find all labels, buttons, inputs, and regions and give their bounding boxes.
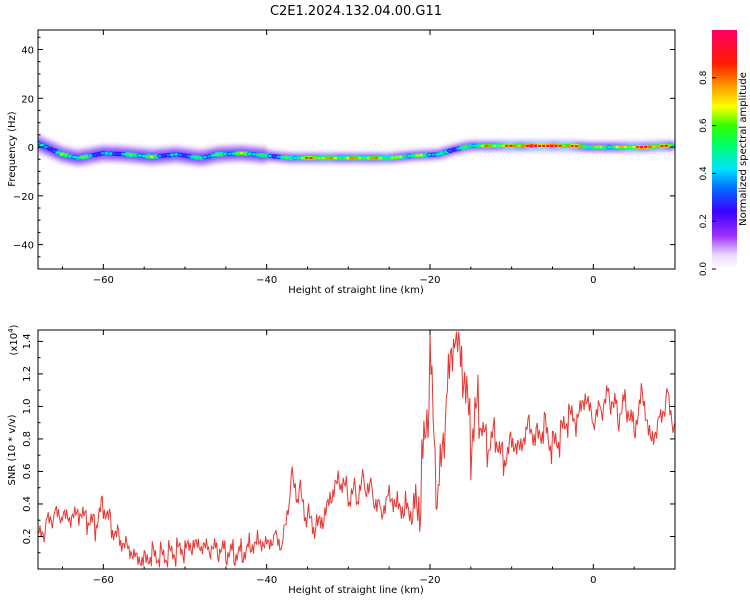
snr-plot-area	[38, 330, 675, 569]
spectrogram-heat	[38, 134, 675, 167]
spectrogram-cell	[672, 144, 675, 148]
spectrogram-x-tick-label: −60	[93, 275, 114, 286]
spectrogram-frame	[37, 29, 676, 270]
spectrogram-x-ticks: −60 −40 −20 0	[62, 30, 635, 286]
colorbar-ticks: 0.0 0.2 0.4 0.6 0.8	[699, 70, 716, 276]
snr-x-tick-label: −40	[256, 575, 277, 586]
spectrogram-y-tick-label: −20	[13, 192, 34, 203]
snr-x-ticks: −60 −40 −20 0	[62, 330, 635, 586]
colorbar-tick-label: 0.0	[699, 262, 709, 277]
colorbar-tick-label: 0.4	[699, 166, 709, 181]
spectrogram-core	[38, 141, 675, 161]
snr-y-tick-label: 1.0	[22, 398, 33, 414]
snr-x-tick-label: 0	[590, 575, 596, 586]
snr-x-tick-label: −60	[93, 575, 114, 586]
spectrogram-x-tick-label: −40	[256, 275, 277, 286]
spectrogram-y-tick-label: 20	[21, 94, 34, 105]
spectrogram-x-tick-label: 0	[590, 275, 596, 286]
snr-y-tick-label: 0.6	[22, 463, 33, 479]
snr-y-tick-label: 1.4	[22, 333, 33, 349]
snr-panel: −60 −40 −20 0 0.2 0.4 0.6 0.8 1.0 1.2 1.4 Height …	[7, 324, 676, 596]
spectrogram-y-label: Frequency (Hz)	[7, 111, 18, 187]
colorbar-tick-label: 0.8	[699, 70, 709, 85]
spectrogram-y-tick-label: 0	[28, 143, 34, 154]
colorbar-tick-label: 0.2	[699, 214, 709, 228]
snr-y-tick-label: 0.4	[22, 496, 33, 512]
figure-title: C2E1.2024.132.04.00.G11	[270, 4, 442, 19]
spectrogram-x-tick-label: −20	[419, 275, 440, 286]
snr-y-tick-label: 1.2	[22, 366, 33, 382]
snr-y-label: SNR (10 * v/v)	[7, 414, 18, 485]
snr-series-line	[38, 331, 675, 568]
spectrogram-y-ticks: −40 −20 0 20 40	[13, 36, 675, 258]
snr-y-multiplier: (x104)	[7, 324, 20, 355]
colorbar-label: Normalized spectral amplitude	[738, 72, 749, 226]
spectrogram-y-tick-label: 40	[21, 46, 34, 57]
colorbar-tick-label: 0.6	[699, 118, 709, 133]
snr-x-tick-label: −20	[419, 575, 440, 586]
spectrogram-x-label: Height of straight line (km)	[288, 285, 424, 296]
colorbar-gradient	[712, 30, 737, 269]
snr-x-label: Height of straight line (km)	[288, 585, 424, 596]
snr-y-tick-label: 0.2	[22, 529, 33, 545]
snr-y-tick-label: 0.8	[22, 431, 33, 447]
spectrogram-panel: −60 −40 −20 0 −40 −20 0 20 40 Height of straigh…	[7, 29, 676, 296]
spectrogram-y-tick-label: −40	[13, 241, 34, 252]
snr-frame	[37, 329, 676, 570]
colorbar: 0.0 0.2 0.4 0.6 0.8 Normalized spectral ampl…	[699, 30, 749, 276]
snr-y-ticks: 0.2 0.4 0.6 0.8 1.0 1.2 1.4	[22, 333, 675, 554]
